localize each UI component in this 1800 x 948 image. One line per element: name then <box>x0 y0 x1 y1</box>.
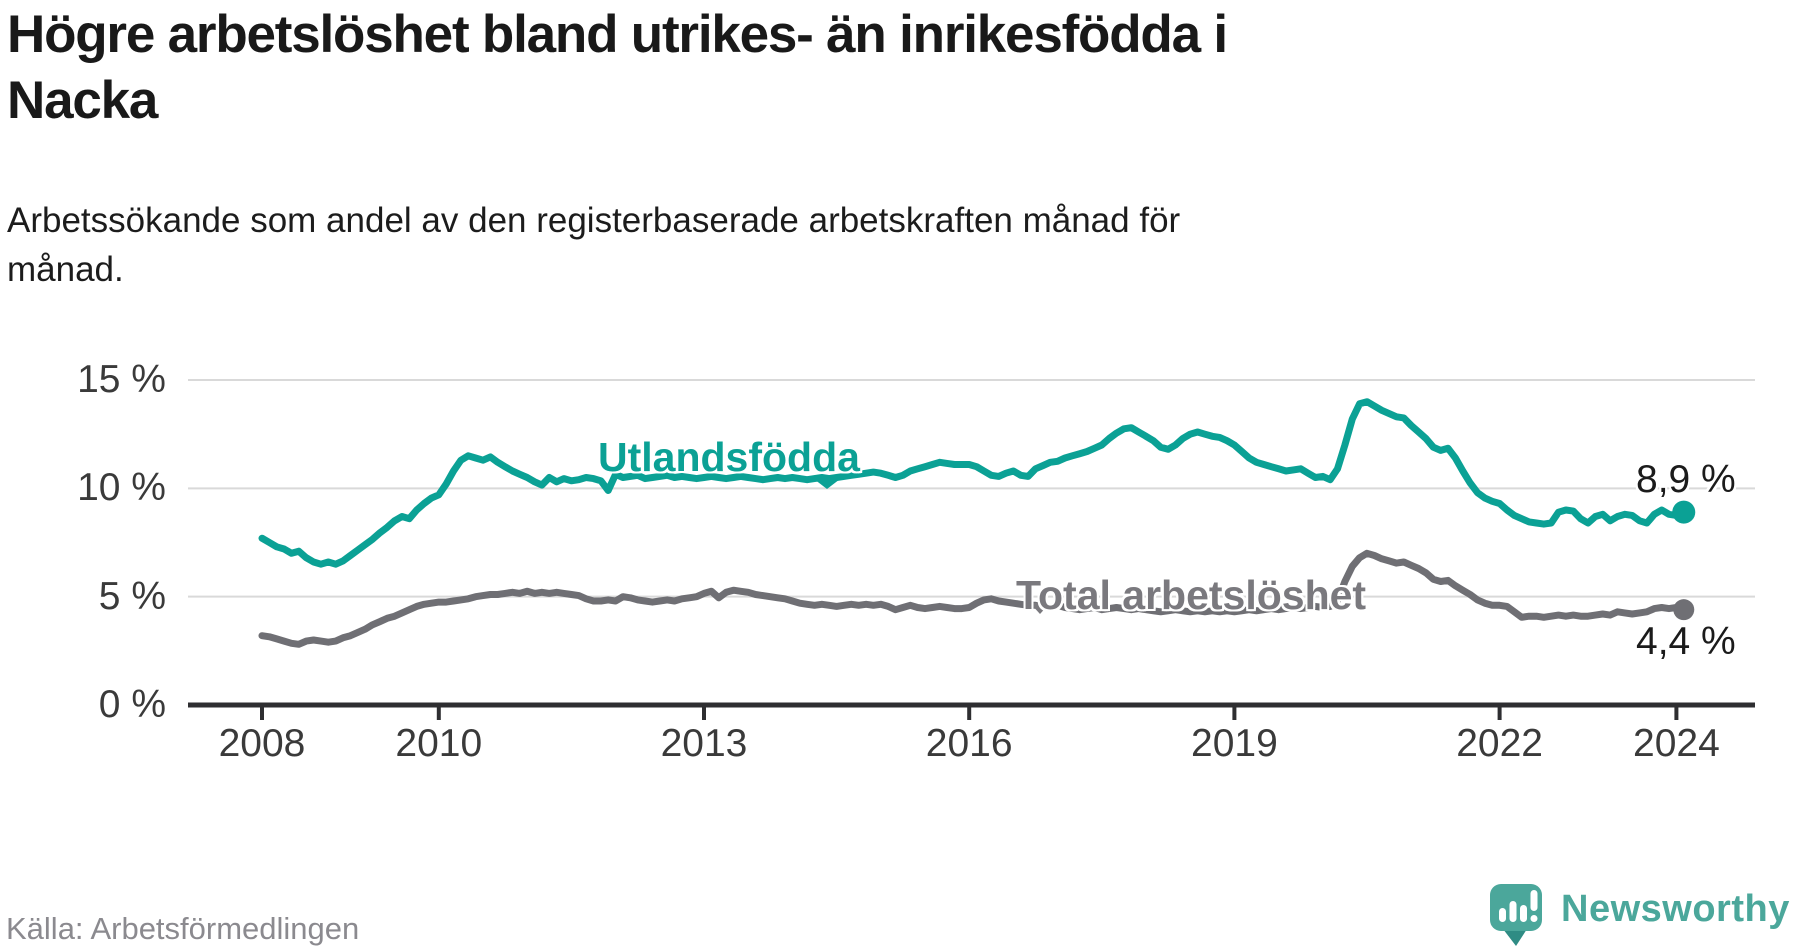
y-axis-label-0: 0 % <box>98 683 166 726</box>
end-dot-utlandsfodda <box>1672 500 1696 524</box>
end-value-label-utlandsfodda: 8,9 % <box>1636 458 1736 501</box>
x-axis-label-2022: 2022 <box>1456 722 1543 765</box>
series-label-total-arbetsloshet: Total arbetslöshet <box>1016 572 1367 618</box>
line-total <box>258 549 1688 648</box>
line-utlandsfodda <box>258 398 1688 568</box>
page-title: Högre arbetslöshet bland utrikes- än inr… <box>7 2 1707 134</box>
x-axis-label-2013: 2013 <box>660 722 748 765</box>
series-label-utlandsfodda: Utlandsfödda <box>598 434 860 480</box>
source-credit: Källa: Arbetsförmedlingen <box>6 911 360 946</box>
triangle-down-icon <box>1030 603 1050 614</box>
y-axis-label-10: 10 % <box>77 466 166 510</box>
x-axis-label-2008: 2008 <box>218 722 306 765</box>
x-axis-label-2024: 2024 <box>1633 722 1720 765</box>
newsworthy-brand: Newsworthy <box>1489 882 1790 948</box>
y-axis-label-15: 15 % <box>77 358 166 401</box>
newsworthy-logo-icon <box>1490 884 1542 946</box>
triangle-down-icon <box>810 476 844 489</box>
x-axis-label-2016: 2016 <box>925 722 1013 765</box>
title-line-1: Högre arbetslöshet bland utrikes- än inr… <box>7 5 1228 64</box>
title-line-2: Nacka <box>7 71 158 130</box>
chart-subtitle: Arbetssökande som andel av den registerb… <box>7 196 1507 294</box>
end-value-label-total: 4,4 % <box>1636 620 1736 663</box>
y-axis-label-5: 5 % <box>98 574 166 618</box>
x-axis-label-2019: 2019 <box>1191 722 1278 765</box>
x-axis-label-2010: 2010 <box>395 722 483 765</box>
newsworthy-wordmark: Newsworthy <box>1561 888 1790 930</box>
subtitle-line-2: månad. <box>7 250 124 289</box>
subtitle-line-1: Arbetssökande som andel av den registerb… <box>7 201 1181 240</box>
end-dot-total <box>1673 599 1695 621</box>
